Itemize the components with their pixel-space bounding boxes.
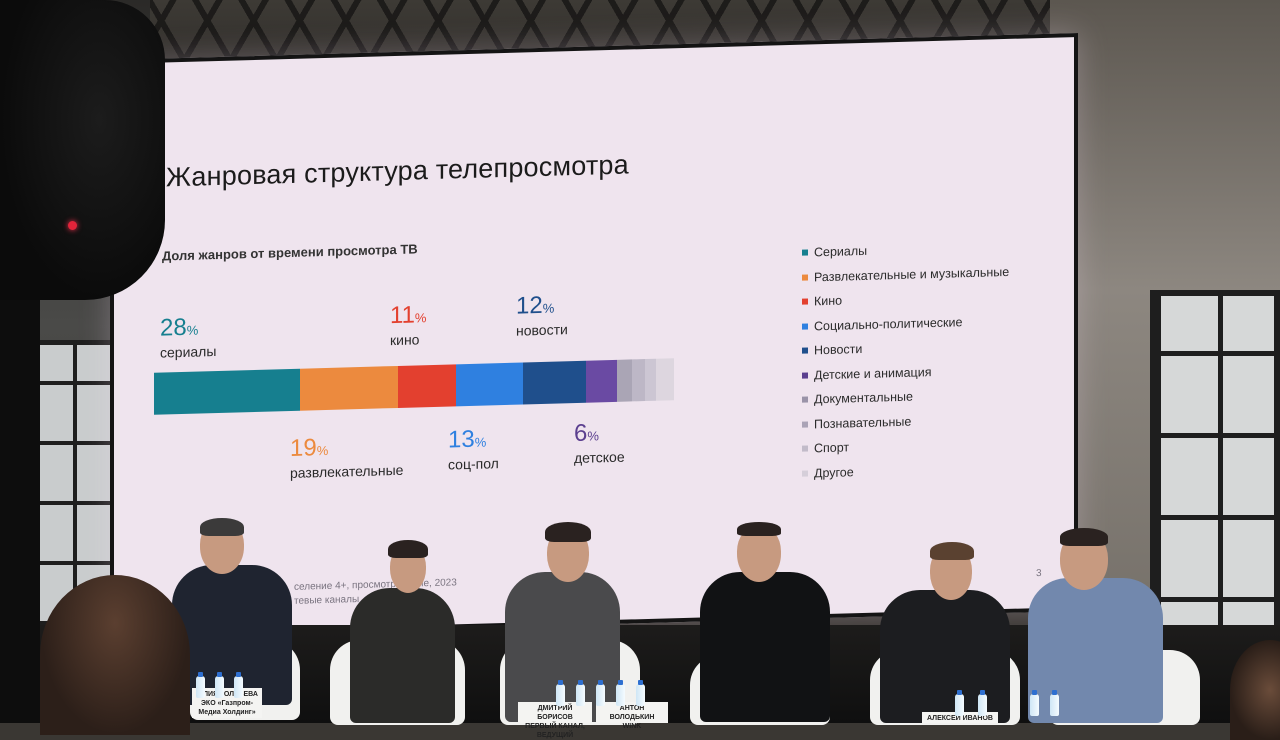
water-bottle	[196, 672, 205, 698]
legend-swatch	[802, 298, 808, 305]
bar-segment	[154, 368, 300, 415]
nameplate: АНТОН ВОЛОДЬКИН WINK	[596, 702, 668, 730]
legend-swatch	[802, 421, 808, 428]
water-bottle	[556, 680, 565, 706]
legend: Сериалы Развлекательные и музыкальные Кино…	[802, 235, 1009, 486]
water-bottle	[636, 680, 645, 706]
stat-news: 12% новости	[516, 291, 568, 339]
bar-segment	[398, 364, 456, 408]
bar-segment	[455, 362, 524, 407]
slide-subtitle: Доля жанров от времени просмотра ТВ	[162, 241, 418, 264]
legend-label: Развлекательные и музыкальные	[814, 264, 1010, 285]
legend-swatch	[802, 323, 808, 330]
legend-swatch	[802, 470, 808, 477]
legend-label: Кино	[814, 293, 843, 309]
audience-member	[40, 575, 190, 735]
bar-segment	[645, 358, 656, 402]
legend-label: Другое	[814, 464, 854, 481]
water-bottle	[616, 680, 625, 706]
water-bottle	[234, 672, 243, 698]
legend-label: Сериалы	[814, 244, 868, 260]
legend-label: Документальные	[814, 389, 913, 407]
page-number: 3	[1036, 567, 1042, 580]
stat-kids: 6% детское	[574, 419, 625, 467]
legend-swatch	[802, 274, 808, 281]
water-bottle	[1050, 690, 1059, 716]
stat-kino: 11% кино	[390, 301, 427, 349]
camera	[0, 0, 165, 300]
genre-share-bar	[154, 358, 674, 415]
stat-serials: 28% сериалы	[160, 313, 217, 361]
bar-segment	[632, 359, 646, 402]
bar-segment	[299, 365, 399, 411]
stat-socpol: 13% соц-пол	[448, 425, 499, 473]
water-bottle	[215, 672, 224, 698]
slide-title: Жанровая структура телепросмотра	[166, 149, 629, 193]
legend-swatch	[802, 396, 808, 403]
legend-swatch	[802, 347, 808, 354]
legend-swatch	[802, 445, 808, 452]
water-bottle	[576, 680, 585, 706]
water-bottle	[978, 690, 987, 716]
bar-segment	[523, 360, 586, 405]
nameplate: АЛЕКСЕЙ ИВАНОВ	[922, 712, 998, 723]
water-bottle	[1030, 690, 1039, 716]
stat-entertainment: 19% развлекательные	[290, 434, 404, 481]
legend-item: Другое	[802, 455, 1009, 485]
legend-label: Социально-политические	[814, 314, 963, 334]
bar-segment	[616, 359, 633, 402]
nameplate: ЮЛИЯ ГОЛУБЕВА ЭКО «Газпром-Медиа Холдинг»	[192, 688, 262, 718]
camera-record-light	[68, 221, 77, 230]
camera-tripod	[0, 300, 40, 723]
legend-label: Спорт	[814, 440, 850, 456]
legend-label: Детские и анимация	[814, 364, 932, 383]
water-bottle	[955, 690, 964, 716]
bar-segment	[655, 358, 674, 401]
legend-label: Новости	[814, 342, 863, 358]
legend-swatch	[802, 249, 808, 256]
bar-segment	[585, 359, 617, 403]
right-window	[1150, 290, 1280, 690]
legend-label: Познавательные	[814, 414, 912, 432]
water-bottle	[596, 680, 605, 706]
legend-swatch	[802, 372, 808, 379]
